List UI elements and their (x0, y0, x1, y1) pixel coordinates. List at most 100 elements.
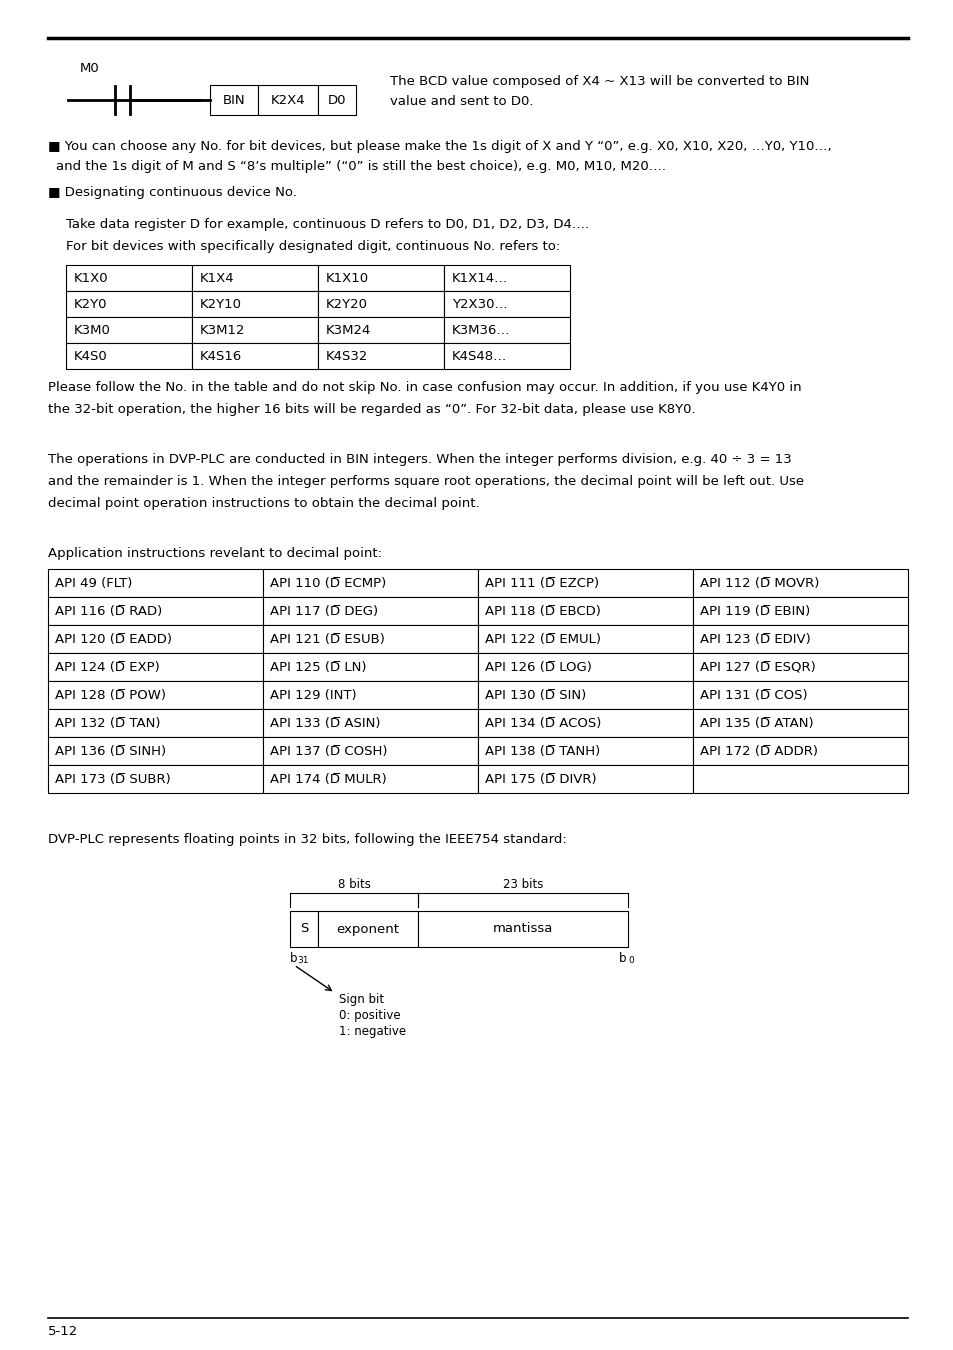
Bar (48, 653, 263, 680)
Text: K4S16: K4S16 (200, 350, 242, 363)
Text: API 116 (D̅ RAD): API 116 (D̅ RAD) (55, 605, 162, 617)
Bar (263, 568, 477, 597)
Bar (263, 680, 477, 709)
Bar (48, 709, 263, 737)
Text: API 128 (D̅ POW): API 128 (D̅ POW) (55, 688, 166, 702)
Bar (477, 625, 692, 653)
Bar (48, 625, 263, 653)
Bar (290, 911, 317, 946)
Text: and the 1s digit of M and S “8’s multiple” (“0” is still the best choice), e.g. : and the 1s digit of M and S “8’s multipl… (56, 161, 665, 173)
Text: K1X10: K1X10 (326, 271, 369, 285)
Text: BIN: BIN (222, 93, 245, 107)
Text: API 136 (D̅ SINH): API 136 (D̅ SINH) (55, 744, 166, 757)
Bar (263, 597, 477, 625)
Text: ■ Designating continuous device No.: ■ Designating continuous device No. (48, 186, 296, 198)
Text: API 132 (D̅ TAN): API 132 (D̅ TAN) (55, 717, 160, 729)
Bar (692, 765, 907, 792)
Text: K3M24: K3M24 (326, 324, 371, 336)
Bar (48, 737, 263, 765)
Bar (48, 597, 263, 625)
Bar (263, 625, 477, 653)
Bar (317, 292, 443, 317)
Text: API 112 (D̅ MOVR): API 112 (D̅ MOVR) (700, 576, 819, 590)
Bar (257, 85, 317, 115)
Text: API 129 (INT): API 129 (INT) (270, 688, 356, 702)
Bar (477, 765, 692, 792)
Bar (192, 265, 317, 292)
Text: K4S48…: K4S48… (452, 350, 507, 363)
Text: K4S32: K4S32 (326, 350, 368, 363)
Text: 0: positive: 0: positive (338, 1008, 400, 1022)
Text: API 123 (D̅ EDIV): API 123 (D̅ EDIV) (700, 633, 810, 645)
Bar (443, 292, 569, 317)
Text: Application instructions revelant to decimal point:: Application instructions revelant to dec… (48, 547, 381, 560)
Text: API 173 (D̅ SUBR): API 173 (D̅ SUBR) (55, 772, 171, 786)
Text: K1X4: K1X4 (200, 271, 234, 285)
Text: S: S (299, 922, 308, 936)
Text: 1: negative: 1: negative (338, 1025, 406, 1038)
Bar (692, 680, 907, 709)
Text: API 175 (D̅ DIVR): API 175 (D̅ DIVR) (484, 772, 596, 786)
Text: K3M12: K3M12 (200, 324, 245, 336)
Bar (48, 680, 263, 709)
Bar (477, 568, 692, 597)
Text: b: b (618, 952, 625, 965)
Text: value and sent to D0.: value and sent to D0. (390, 95, 533, 108)
Bar (417, 911, 627, 946)
Text: API 111 (D̅ EZCP): API 111 (D̅ EZCP) (484, 576, 598, 590)
Text: M0: M0 (80, 62, 100, 76)
Text: API 130 (D̅ SIN): API 130 (D̅ SIN) (484, 688, 586, 702)
Text: K1X14…: K1X14… (452, 271, 508, 285)
Bar (692, 568, 907, 597)
Bar (66, 343, 192, 369)
Text: D0: D0 (328, 93, 346, 107)
Bar (48, 765, 263, 792)
Text: API 125 (D̅ LN): API 125 (D̅ LN) (270, 660, 366, 674)
Text: API 124 (D̅ EXP): API 124 (D̅ EXP) (55, 660, 159, 674)
Bar (477, 737, 692, 765)
Bar (210, 85, 257, 115)
Bar (263, 737, 477, 765)
Bar (192, 292, 317, 317)
Text: API 172 (D̅ ADDR): API 172 (D̅ ADDR) (700, 744, 817, 757)
Bar (317, 265, 443, 292)
Text: b: b (290, 952, 297, 965)
Text: 5-12: 5-12 (48, 1324, 78, 1338)
Bar (317, 911, 417, 946)
Text: K3M36…: K3M36… (452, 324, 510, 336)
Text: K4S0: K4S0 (74, 350, 108, 363)
Text: Sign bit: Sign bit (338, 994, 384, 1006)
Text: K2Y20: K2Y20 (326, 297, 368, 310)
Text: the 32-bit operation, the higher 16 bits will be regarded as “0”. For 32-bit dat: the 32-bit operation, the higher 16 bits… (48, 404, 695, 416)
Text: ■ You can choose any No. for bit devices, but please make the 1s digit of X and : ■ You can choose any No. for bit devices… (48, 140, 831, 153)
Bar (692, 737, 907, 765)
Text: The operations in DVP-PLC are conducted in BIN integers. When the integer perfor: The operations in DVP-PLC are conducted … (48, 454, 791, 466)
Bar (66, 317, 192, 343)
Text: exponent: exponent (336, 922, 399, 936)
Text: API 119 (D̅ EBIN): API 119 (D̅ EBIN) (700, 605, 809, 617)
Text: API 134 (D̅ ACOS): API 134 (D̅ ACOS) (484, 717, 600, 729)
Text: API 138 (D̅ TANH): API 138 (D̅ TANH) (484, 744, 599, 757)
Text: 31: 31 (296, 956, 308, 965)
Text: 0: 0 (627, 956, 633, 965)
Text: API 121 (D̅ ESUB): API 121 (D̅ ESUB) (270, 633, 384, 645)
Text: API 131 (D̅ COS): API 131 (D̅ COS) (700, 688, 807, 702)
Text: K2Y10: K2Y10 (200, 297, 242, 310)
Bar (317, 343, 443, 369)
Bar (443, 343, 569, 369)
Text: DVP-PLC represents floating points in 32 bits, following the IEEE754 standard:: DVP-PLC represents floating points in 32… (48, 833, 566, 846)
Text: decimal point operation instructions to obtain the decimal point.: decimal point operation instructions to … (48, 497, 479, 510)
Bar (48, 568, 263, 597)
Bar (66, 292, 192, 317)
Text: The BCD value composed of X4 ~ X13 will be converted to BIN: The BCD value composed of X4 ~ X13 will … (390, 76, 808, 88)
Bar (443, 265, 569, 292)
Text: K2Y0: K2Y0 (74, 297, 108, 310)
Bar (692, 709, 907, 737)
Text: API 49 (FLT): API 49 (FLT) (55, 576, 132, 590)
Bar (477, 709, 692, 737)
Bar (477, 597, 692, 625)
Text: API 120 (D̅ EADD): API 120 (D̅ EADD) (55, 633, 172, 645)
Bar (477, 680, 692, 709)
Bar (317, 85, 355, 115)
Text: API 127 (D̅ ESQR): API 127 (D̅ ESQR) (700, 660, 815, 674)
